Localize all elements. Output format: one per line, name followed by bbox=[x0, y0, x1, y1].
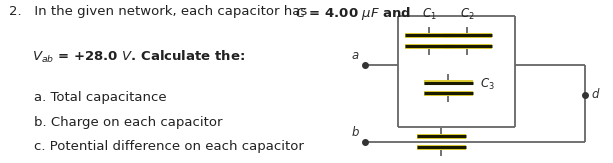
Bar bbox=[405, 44, 454, 49]
Bar bbox=[443, 33, 492, 38]
Text: $C_1$: $C_1$ bbox=[422, 7, 436, 22]
Text: d: d bbox=[592, 88, 599, 101]
Text: c. Potential difference on each capacitor: c. Potential difference on each capacito… bbox=[34, 140, 303, 153]
Text: b: b bbox=[351, 126, 359, 139]
Text: 2.   In the given network, each capacitor has: 2. In the given network, each capacitor … bbox=[9, 5, 311, 18]
Bar bbox=[443, 44, 492, 49]
Bar bbox=[405, 33, 454, 38]
Text: $V_{ab}$ = +28.0 $V$. Calculate the:: $V_{ab}$ = +28.0 $V$. Calculate the: bbox=[9, 49, 245, 65]
Bar bbox=[424, 91, 473, 96]
Text: a. Total capacitance: a. Total capacitance bbox=[34, 91, 166, 104]
Bar bbox=[424, 80, 473, 85]
Bar bbox=[417, 145, 466, 150]
Text: $C_2$: $C_2$ bbox=[460, 7, 474, 22]
Text: $C$ = 4.00 $\mu$$F$ and: $C$ = 4.00 $\mu$$F$ and bbox=[9, 5, 411, 22]
Text: $C_3$: $C_3$ bbox=[480, 77, 495, 92]
Text: a: a bbox=[351, 49, 359, 62]
Bar bbox=[417, 134, 466, 139]
Text: b. Charge on each capacitor: b. Charge on each capacitor bbox=[34, 116, 223, 129]
